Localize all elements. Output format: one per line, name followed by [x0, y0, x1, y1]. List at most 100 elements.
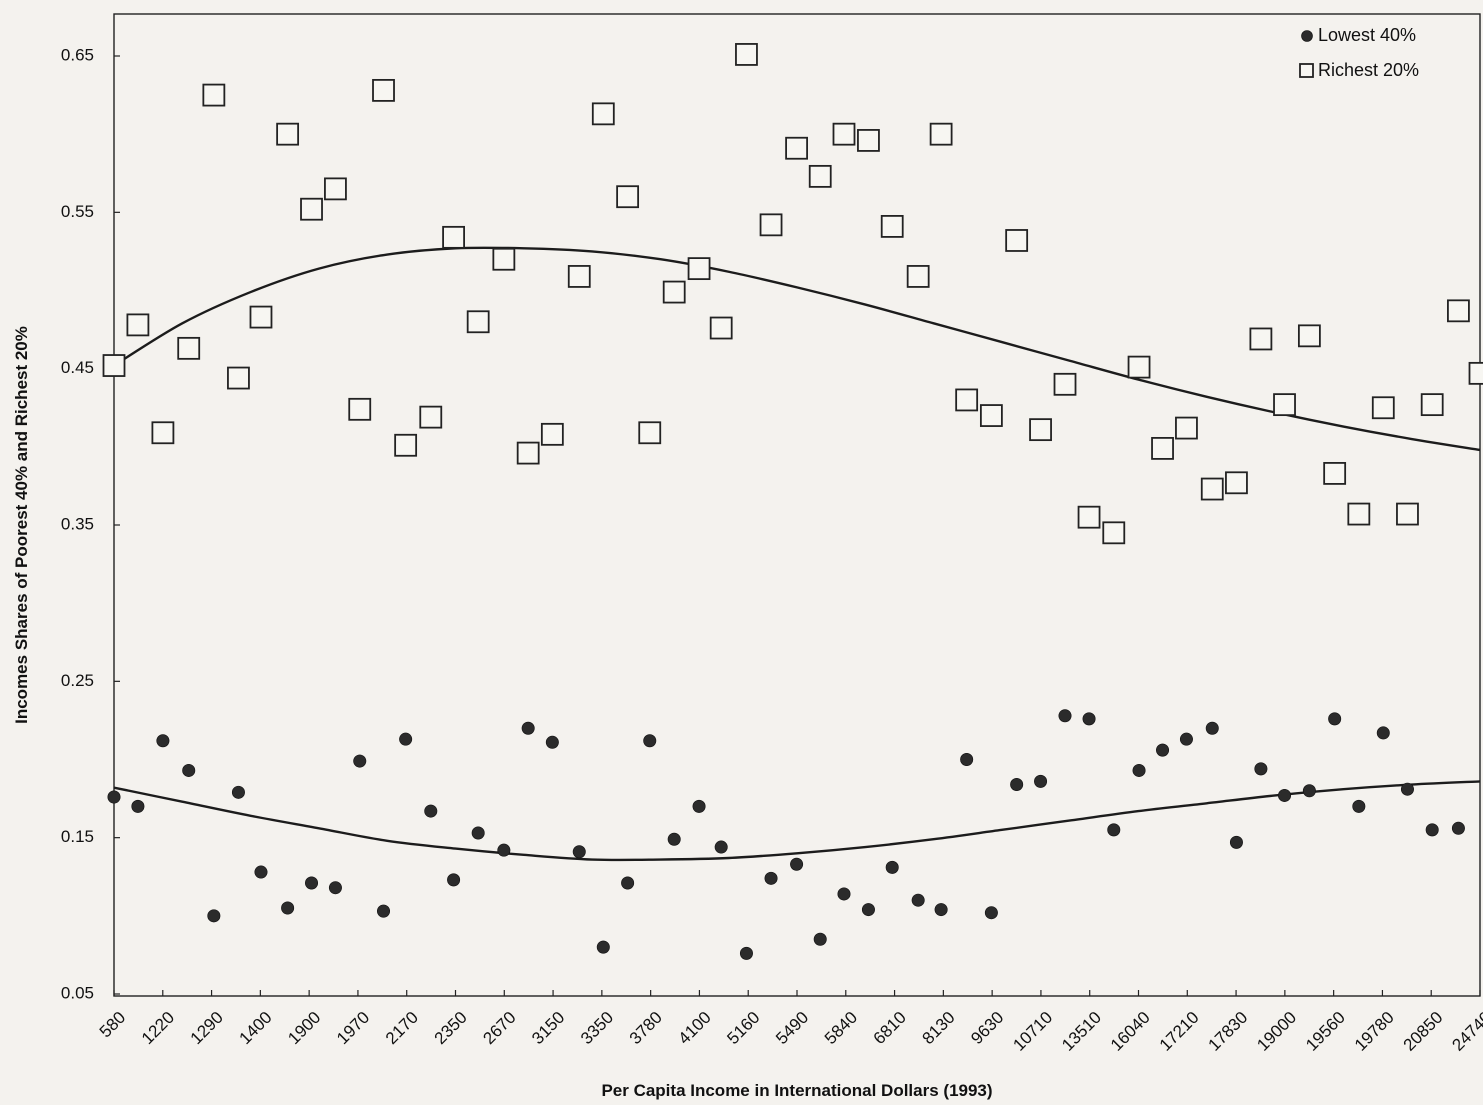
point-richest-20 — [516, 441, 540, 465]
point-lowest-40 — [521, 721, 535, 735]
point-richest-20 — [177, 336, 201, 360]
point-lowest-40 — [621, 876, 635, 890]
point-lowest-40 — [764, 871, 778, 885]
point-richest-20 — [102, 354, 126, 377]
x-axis-ticks: 580 1220 1290 1400 1900 1970 2170 2350 2670 3150 3… — [96, 990, 1483, 1055]
point-lowest-40 — [596, 940, 610, 954]
point-lowest-40 — [572, 845, 586, 859]
point-lowest-40 — [984, 906, 998, 920]
point-lowest-40 — [254, 865, 268, 879]
point-richest-20 — [348, 397, 372, 421]
point-lowest-40 — [667, 832, 681, 846]
point-richest-20 — [1420, 393, 1444, 417]
point-lowest-40 — [281, 901, 295, 915]
point-lowest-40 — [1400, 782, 1414, 796]
legend-label-richest-20: Richest 20% — [1318, 60, 1419, 80]
point-richest-20 — [202, 83, 226, 107]
x-tick-label: 1400 — [235, 1008, 275, 1048]
point-richest-20 — [1447, 299, 1470, 323]
x-tick-label: 8130 — [918, 1008, 958, 1048]
x-tick-label: 19560 — [1302, 1008, 1349, 1055]
point-lowest-40 — [1010, 778, 1024, 792]
point-lowest-40 — [107, 790, 121, 804]
x-axis-title: Per Capita Income in International Dolla… — [601, 1081, 992, 1100]
point-richest-20 — [955, 388, 979, 412]
trend-lines — [113, 246, 1481, 862]
x-tick-label: 4100 — [675, 1008, 715, 1048]
point-lowest-40 — [1082, 712, 1096, 726]
point-richest-20 — [1225, 471, 1248, 495]
point-richest-20 — [1273, 393, 1296, 417]
point-lowest-40 — [813, 932, 827, 946]
point-lowest-40 — [399, 732, 413, 746]
point-richest-20 — [1468, 361, 1483, 385]
point-lowest-40 — [182, 763, 196, 777]
x-tick-label: 3350 — [577, 1008, 617, 1048]
x-tick-label: 1220 — [138, 1008, 178, 1048]
point-lowest-40 — [305, 876, 319, 890]
point-lowest-40 — [739, 946, 753, 960]
legend-marker-richest-20 — [1299, 63, 1314, 78]
point-richest-20 — [227, 366, 250, 390]
point-richest-20 — [1249, 327, 1273, 351]
point-lowest-40 — [1205, 721, 1219, 735]
point-lowest-40 — [1352, 799, 1366, 813]
point-lowest-40 — [1229, 835, 1243, 849]
point-lowest-40 — [1376, 726, 1390, 740]
point-richest-20 — [1200, 477, 1224, 501]
point-lowest-40 — [1156, 743, 1170, 757]
point-richest-20 — [662, 280, 686, 304]
point-lowest-40 — [692, 799, 706, 813]
point-richest-20 — [276, 122, 300, 146]
legend-label-lowest-40: Lowest 40% — [1318, 25, 1416, 45]
point-lowest-40 — [790, 857, 804, 871]
point-richest-20 — [151, 421, 175, 445]
point-richest-20 — [324, 177, 347, 201]
point-lowest-40 — [1179, 732, 1193, 746]
point-lowest-40 — [353, 754, 367, 768]
point-richest-20 — [1005, 229, 1029, 252]
point-richest-20 — [591, 102, 615, 126]
point-lowest-40 — [861, 903, 875, 917]
point-richest-20 — [249, 305, 273, 329]
point-richest-20 — [880, 215, 904, 238]
point-richest-20 — [567, 265, 591, 288]
x-tick-label: 20850 — [1400, 1008, 1447, 1055]
point-lowest-40 — [1425, 823, 1439, 837]
x-tick-label: 6810 — [870, 1008, 910, 1048]
x-tick-label: 2170 — [382, 1008, 422, 1048]
y-tick-label: 0.25 — [61, 671, 94, 690]
point-richest-20 — [442, 225, 465, 249]
point-richest-20 — [1053, 372, 1077, 396]
point-richest-20 — [687, 257, 711, 281]
point-richest-20 — [1396, 502, 1419, 526]
point-richest-20 — [979, 404, 1003, 427]
point-richest-20 — [906, 265, 930, 288]
legend-marker-lowest-40 — [1301, 30, 1313, 42]
point-richest-20 — [808, 164, 832, 188]
x-tick-label: 5160 — [723, 1008, 763, 1048]
point-richest-20 — [1029, 418, 1052, 442]
point-lowest-40 — [545, 735, 559, 749]
point-richest-20 — [616, 185, 640, 209]
x-tick-label: 1900 — [284, 1008, 324, 1048]
trend-line — [113, 780, 1481, 862]
data-points — [102, 43, 1483, 960]
point-richest-20 — [1323, 462, 1347, 485]
point-richest-20 — [492, 247, 516, 271]
x-tick-label: 3780 — [626, 1008, 666, 1048]
point-lowest-40 — [911, 893, 925, 907]
point-richest-20 — [1151, 436, 1174, 460]
point-lowest-40 — [1302, 784, 1316, 798]
x-tick-label: 5840 — [821, 1008, 861, 1048]
point-richest-20 — [394, 433, 418, 457]
point-lowest-40 — [328, 881, 342, 895]
point-lowest-40 — [377, 904, 391, 918]
point-richest-20 — [1371, 396, 1395, 420]
point-richest-20 — [466, 310, 490, 334]
point-lowest-40 — [447, 873, 461, 887]
x-tick-label: 16040 — [1107, 1008, 1154, 1055]
x-tick-label: 19000 — [1253, 1008, 1300, 1055]
point-lowest-40 — [837, 887, 851, 901]
